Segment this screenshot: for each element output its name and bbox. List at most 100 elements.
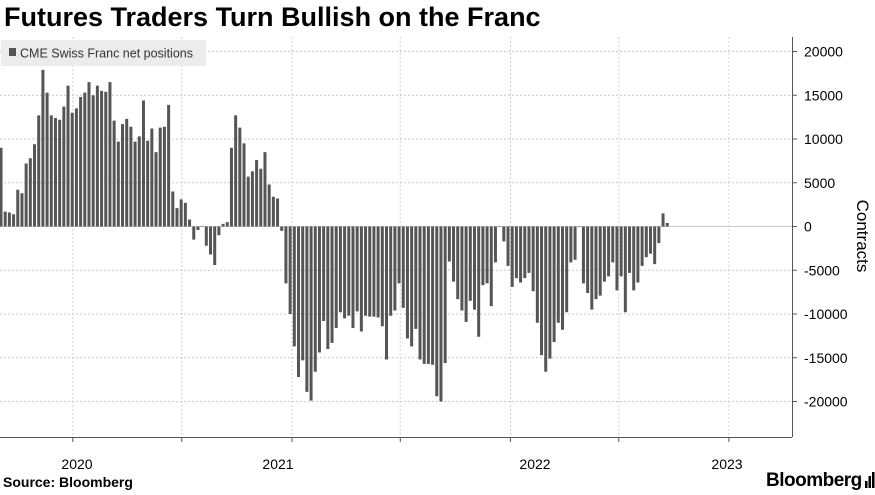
bar — [385, 226, 388, 360]
bar — [317, 226, 321, 353]
bar — [665, 223, 669, 227]
bar — [95, 85, 99, 227]
bar — [644, 226, 648, 258]
bar — [556, 226, 560, 323]
bar — [100, 90, 104, 227]
y-tick-label: 15000 — [804, 87, 843, 103]
bar — [41, 69, 45, 227]
bar — [28, 158, 32, 227]
bar — [506, 226, 510, 266]
bar — [259, 168, 263, 227]
bar — [594, 226, 598, 300]
bar — [45, 92, 49, 227]
legend: CME Swiss Franc net positions — [1, 40, 206, 66]
y-tick-label: -15000 — [804, 350, 848, 366]
bar — [405, 226, 409, 339]
bar-layer — [0, 69, 669, 402]
y-tick-label: 5000 — [804, 175, 835, 191]
bar — [485, 226, 489, 284]
bar — [141, 100, 145, 227]
bar — [12, 214, 16, 227]
bar — [359, 226, 363, 332]
x-tick-label: 2021 — [262, 456, 293, 472]
legend-background — [1, 40, 206, 66]
bar — [209, 226, 213, 255]
bar — [125, 118, 129, 227]
bar — [58, 119, 62, 227]
y-tick-label: -20000 — [804, 394, 848, 410]
bar — [443, 226, 447, 363]
axis-layer: 20000 15000 10000 5000 0 -5000 -10000 -15000 -20… — [0, 37, 872, 472]
chart-title: Futures Traders Turn Bullish on the Fran… — [4, 2, 541, 32]
bar — [477, 226, 481, 337]
x-tick-label: 2022 — [519, 456, 550, 472]
bar — [431, 226, 435, 365]
bar — [66, 85, 70, 227]
x-tick-label: 2020 — [61, 456, 92, 472]
bar — [196, 226, 200, 230]
bar — [607, 226, 611, 277]
bar — [351, 226, 355, 328]
bar — [33, 144, 37, 227]
bar — [648, 226, 652, 254]
bar — [242, 143, 246, 227]
source-note: Source: Bloomberg — [3, 474, 133, 490]
bar — [418, 226, 422, 360]
bar — [577, 226, 581, 227]
bar — [435, 226, 439, 397]
bar — [422, 226, 426, 364]
bar — [326, 226, 330, 349]
bar — [426, 226, 430, 364]
bar — [527, 226, 531, 273]
bar — [552, 226, 556, 342]
bar — [213, 226, 217, 265]
bar — [175, 208, 179, 227]
bar — [150, 128, 154, 227]
bar — [271, 196, 275, 227]
bar — [53, 118, 57, 227]
bar — [276, 198, 280, 227]
bar — [368, 226, 372, 317]
bloomberg-logo-mark-icon — [864, 472, 875, 488]
bar — [204, 226, 208, 246]
bar — [229, 147, 233, 227]
bar — [225, 222, 229, 227]
bar — [255, 160, 259, 227]
bar — [548, 226, 552, 359]
bar — [569, 226, 573, 263]
y-tick-label: 20000 — [804, 44, 843, 60]
bar — [535, 226, 539, 323]
bar — [129, 126, 133, 227]
bar — [280, 226, 284, 231]
bar — [498, 226, 502, 227]
bar — [305, 226, 309, 392]
bar — [347, 226, 351, 316]
bar — [74, 108, 78, 227]
bar — [573, 226, 577, 260]
bar — [116, 141, 120, 227]
legend-label: CME Swiss Franc net positions — [20, 47, 193, 61]
bar — [540, 226, 544, 356]
bar — [234, 115, 238, 227]
bar — [531, 226, 535, 292]
bar — [238, 127, 242, 227]
bar — [464, 226, 468, 322]
bar — [121, 124, 125, 227]
bar — [640, 226, 644, 266]
bar — [452, 226, 456, 282]
bar — [502, 226, 506, 242]
bar — [657, 226, 661, 244]
bar — [263, 152, 267, 227]
bar — [410, 226, 414, 347]
bar — [246, 176, 250, 227]
bar — [192, 226, 196, 240]
bloomberg-logo: Bloomberg — [766, 470, 875, 492]
y-tick-label: 0 — [804, 219, 812, 235]
bar — [514, 226, 518, 279]
y-tick-label: 10000 — [804, 131, 843, 147]
bar — [489, 226, 493, 307]
y-tick-label: -10000 — [804, 306, 848, 322]
bar — [653, 226, 657, 265]
bar — [162, 126, 166, 227]
